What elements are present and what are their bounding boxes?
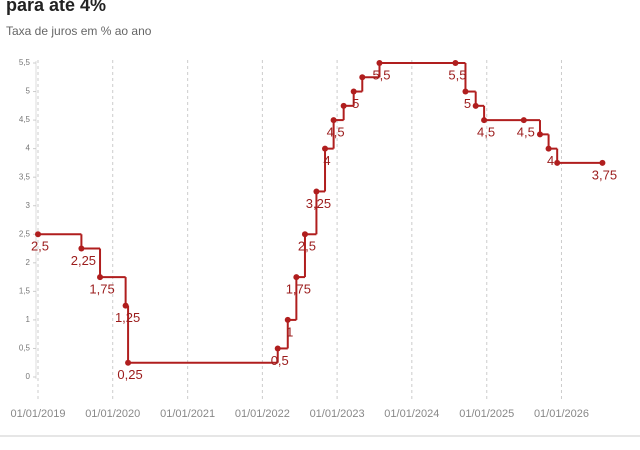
value-label: 5 — [464, 96, 471, 111]
point — [340, 102, 347, 109]
value-label: 5,5 — [448, 67, 466, 82]
point — [35, 231, 41, 238]
value-label: 4,5 — [327, 125, 345, 140]
point — [122, 302, 129, 309]
value-label: 1,25 — [115, 310, 140, 325]
point — [452, 60, 459, 66]
y-tick-label: 1 — [26, 315, 31, 324]
point — [472, 102, 479, 109]
point — [293, 274, 300, 281]
point — [125, 359, 132, 366]
y-tick-label: 0 — [26, 372, 31, 381]
x-tick-label: 01/01/2020 — [85, 408, 140, 420]
value-label: 3,25 — [306, 196, 331, 211]
y-tick-label: 2 — [26, 258, 31, 267]
point — [376, 60, 383, 66]
chart-subtitle: Taxa de juros em % ao ano — [6, 24, 152, 38]
value-label: 4,5 — [477, 125, 495, 140]
y-tick-label: 0,5 — [19, 344, 31, 353]
point — [301, 231, 308, 238]
point — [350, 88, 357, 95]
x-tick-label: 01/01/2024 — [384, 408, 439, 420]
x-tick-label: 01/01/2023 — [310, 408, 365, 420]
point — [481, 117, 488, 124]
point — [554, 159, 561, 166]
value-label: 2,5 — [31, 239, 49, 254]
value-label: 4 — [547, 153, 554, 168]
value-label: 2,25 — [71, 253, 96, 268]
value-label: 1 — [286, 324, 293, 339]
point — [322, 145, 329, 152]
y-tick-label: 2,5 — [19, 229, 31, 238]
y-tick-label: 4 — [26, 144, 31, 153]
point — [274, 345, 281, 352]
point — [599, 159, 606, 166]
value-label: 1,75 — [89, 282, 114, 297]
point — [78, 245, 85, 252]
point — [520, 117, 527, 124]
point — [97, 274, 104, 281]
point — [330, 117, 337, 124]
y-tick-label: 3 — [26, 201, 31, 210]
y-tick-label: 1,5 — [19, 286, 31, 295]
value-label: 0,5 — [271, 353, 289, 368]
x-tick-label: 01/01/2025 — [459, 408, 514, 420]
value-label: 1,75 — [286, 282, 311, 297]
value-label: 3,75 — [592, 167, 617, 182]
chart-title: para até 4% — [6, 0, 106, 15]
point — [284, 316, 291, 323]
x-tick-label: 01/01/2022 — [235, 408, 290, 420]
y-tick-label: 4,5 — [19, 115, 31, 124]
point — [359, 74, 366, 81]
point — [313, 188, 320, 195]
value-label: 5,5 — [372, 67, 390, 82]
value-label: 4,5 — [517, 125, 535, 140]
y-tick-label: 5 — [26, 87, 31, 96]
value-label: 2,5 — [298, 239, 316, 254]
y-tick-label: 5,5 — [19, 58, 31, 67]
point — [536, 131, 543, 138]
x-tick-label: 01/01/2026 — [534, 408, 589, 420]
point — [462, 88, 469, 95]
y-tick-label: 3,5 — [19, 172, 31, 181]
x-tick-label: 01/01/2021 — [160, 408, 215, 420]
x-tick-label: 01/01/2019 — [10, 408, 65, 420]
value-label: 5 — [352, 96, 359, 111]
value-label: 4 — [323, 153, 330, 168]
value-label: 0,25 — [117, 367, 142, 382]
point — [545, 145, 552, 152]
